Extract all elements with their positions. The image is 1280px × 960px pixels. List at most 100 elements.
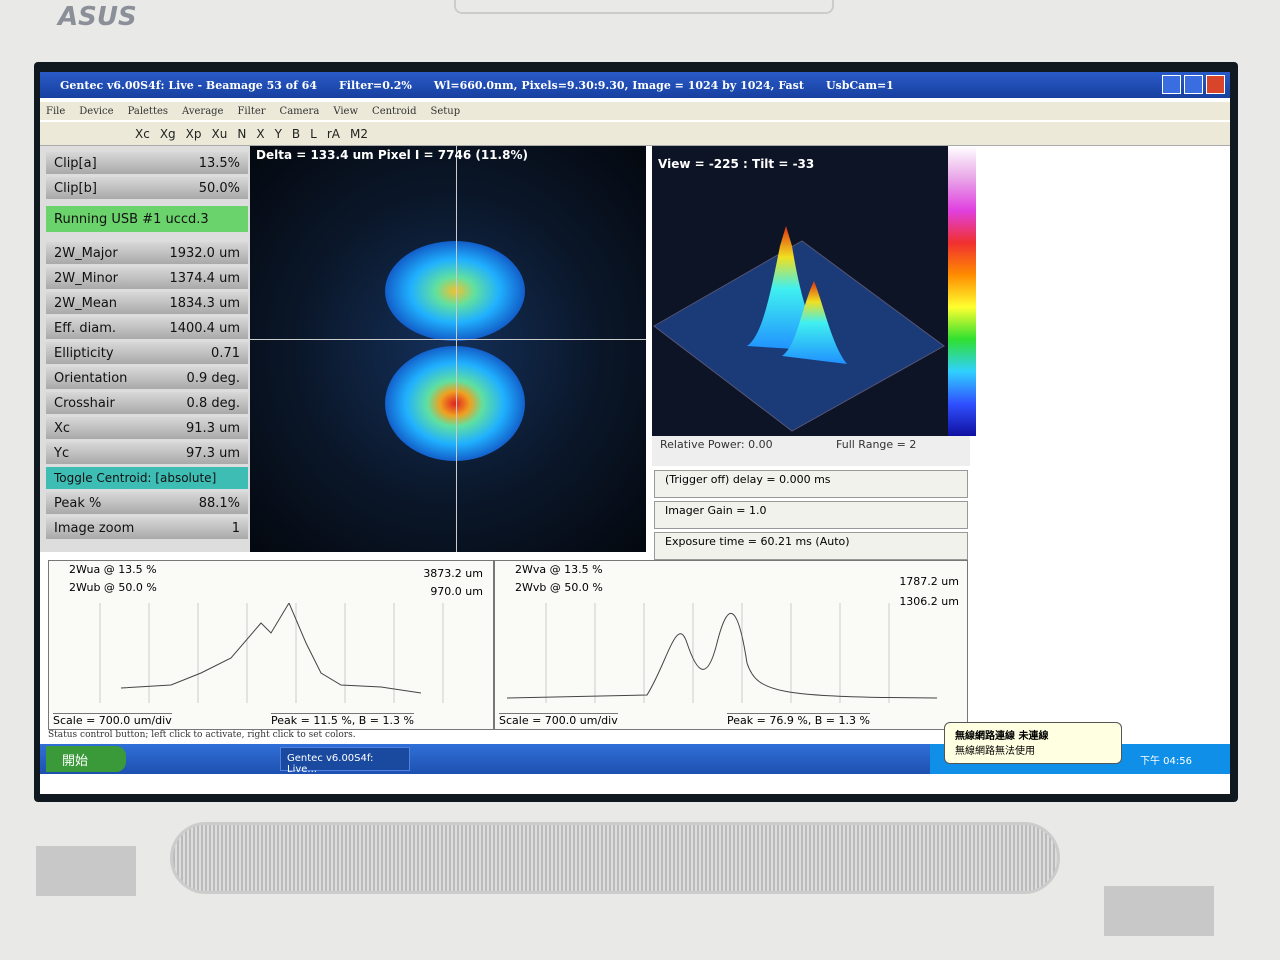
- tool-button[interactable]: L: [310, 126, 317, 141]
- tool-button[interactable]: B: [291, 126, 301, 141]
- crosshair: [456, 146, 457, 552]
- row-label: 2W_Major: [54, 245, 118, 261]
- beam-lobe: [385, 346, 525, 461]
- menu-item[interactable]: Average: [182, 105, 224, 117]
- title-text: Wl=660.0nm, Pixels=9.30:9.30, Image = 10…: [433, 78, 804, 92]
- notification-title: 無線網路連線 未連線: [955, 731, 1049, 742]
- row-label: 2W_Minor: [54, 270, 118, 286]
- menu-bar: File Device Palettes Average Filter Camera Vie…: [40, 102, 1230, 120]
- row-value: 1932.0 um: [169, 245, 240, 261]
- row-value: 50.0%: [198, 180, 240, 196]
- control-slider[interactable]: Exposure time = 60.21 ms (Auto): [654, 532, 968, 560]
- profile-label: 2Wua @ 13.5 %: [69, 563, 157, 576]
- row-label: Yc: [54, 445, 70, 461]
- result-row: Clip[a] 13.5%: [46, 152, 248, 174]
- profile-label: 2Wvb @ 50.0 %: [515, 581, 603, 594]
- tool-button[interactable]: Xp: [185, 126, 202, 141]
- profile-scale: Scale = 700.0 um/div: [499, 713, 618, 727]
- result-row: Clip[b] 50.0%: [46, 177, 248, 199]
- profile-peak: Peak = 11.5 %, B = 1.3 %: [271, 713, 414, 727]
- result-row: 2W_Minor 1374.4 um: [46, 267, 248, 289]
- notification[interactable]: 無線網路連線 未連線 無線網路無法使用: [944, 722, 1122, 764]
- close[interactable]: [1206, 75, 1225, 94]
- row-value: 0.8 deg.: [186, 395, 240, 411]
- window-buttons: [1162, 75, 1225, 94]
- row-label: Crosshair: [54, 395, 115, 411]
- view-overlay: View = -225 : Tilt = -33: [658, 157, 814, 171]
- title-bar: Gentec v6.00S4f: Live - Beamage 53 of 64…: [40, 72, 1230, 98]
- result-row: Peak % 88.1%: [46, 492, 248, 514]
- row-label: Clip[b]: [54, 180, 97, 196]
- row-value: 1374.4 um: [169, 270, 240, 286]
- title-text: Filter=0.2%: [338, 78, 412, 92]
- title-text: Gentec v6.00S4f: Live - Beamage 53 of 64: [60, 78, 317, 92]
- result-row: Yc 97.3 um: [46, 442, 248, 464]
- color-bar: [948, 146, 976, 436]
- profile-label: 2Wub @ 50.0 %: [69, 581, 157, 594]
- tool-button[interactable]: Xu: [211, 126, 228, 141]
- start-button[interactable]: 開始: [46, 746, 126, 772]
- row-value: 13.5%: [198, 155, 240, 171]
- tool-button[interactable]: N: [237, 126, 247, 141]
- minimize[interactable]: [1162, 75, 1181, 94]
- hinge: [36, 846, 136, 896]
- hinge: [1104, 886, 1214, 936]
- row-value: 1: [231, 520, 240, 536]
- app-window: Gentec v6.00S4f: Live - Beamage 53 of 64…: [40, 72, 1230, 794]
- menu-item[interactable]: Centroid: [372, 105, 417, 117]
- toggle-centroid[interactable]: Toggle Centroid: [absolute]: [46, 467, 248, 489]
- crosshair: [250, 339, 646, 340]
- tool-button[interactable]: rA: [326, 126, 340, 141]
- profile-panel: 2Wua @ 13.5 % 3873.2 um 2Wub @ 50.0 % 970.0…: [48, 560, 494, 730]
- webcam-bezel: [454, 0, 834, 14]
- row-label: Eff. diam.: [54, 320, 117, 336]
- row-value: 97.3 um: [186, 445, 240, 461]
- result-row: Eff. diam. 1400.4 um: [46, 317, 248, 339]
- row-value: 0.71: [211, 345, 240, 361]
- row-value: 0.9 deg.: [186, 370, 240, 386]
- run-status[interactable]: Running USB #1 uccd.3: [46, 206, 248, 232]
- results-panel: Clip[a] 13.5% Clip[b] 50.0% Running USB #1 u…: [40, 146, 250, 552]
- menu-item[interactable]: Device: [79, 105, 114, 117]
- tool-button[interactable]: X: [256, 126, 265, 141]
- menu-item[interactable]: View: [333, 105, 359, 117]
- menu-item[interactable]: File: [46, 105, 66, 117]
- menu-item[interactable]: Filter: [237, 105, 266, 117]
- status-bar: Status control button; left click to act…: [48, 730, 356, 740]
- result-row: Ellipticity 0.71: [46, 342, 248, 364]
- notification-body: 無線網路無法使用: [955, 746, 1035, 757]
- row-label: Image zoom: [54, 520, 135, 536]
- profile-label: 2Wva @ 13.5 %: [515, 563, 603, 576]
- control-slider[interactable]: (Trigger off) delay = 0.000 ms: [654, 470, 968, 498]
- profile-value: 1306.2 um: [899, 595, 959, 608]
- task-button[interactable]: Gentec v6.00S4f: Live...: [280, 747, 410, 775]
- profile-value: 970.0 um: [430, 585, 483, 598]
- tool-button[interactable]: Xc: [135, 126, 150, 141]
- tool-button[interactable]: Xg: [159, 126, 176, 141]
- 3d-peak: [782, 281, 847, 364]
- profile-panel: 2Wva @ 13.5 % 1787.2 um 2Wvb @ 50.0 % 1306.…: [494, 560, 968, 730]
- row-value: 91.3 um: [186, 420, 240, 436]
- result-row: Image zoom 1: [46, 517, 248, 539]
- beam-image: Delta = 133.4 um Pixel I = 7746 (11.8%): [250, 146, 646, 552]
- maximize[interactable]: [1184, 75, 1203, 94]
- profile-scale: Scale = 700.0 um/div: [53, 713, 172, 727]
- control-slider[interactable]: Imager Gain = 1.0: [654, 501, 968, 529]
- result-row: Crosshair 0.8 deg.: [46, 392, 248, 414]
- profile-value: 3873.2 um: [423, 567, 483, 580]
- logo: ASUS: [58, 2, 137, 32]
- tool-button[interactable]: M2: [349, 126, 368, 141]
- menu-item[interactable]: Setup: [430, 105, 461, 117]
- full-range: Full Range = 2: [836, 438, 917, 451]
- profile-trace: [99, 603, 444, 703]
- row-label: Clip[a]: [54, 155, 97, 171]
- tool-button[interactable]: Y: [274, 126, 282, 141]
- row-label: Ellipticity: [54, 345, 114, 361]
- row-label: Peak %: [54, 495, 102, 511]
- menu-item[interactable]: Palettes: [127, 105, 169, 117]
- row-value: 1834.3 um: [169, 295, 240, 311]
- image-overlay: Delta = 133.4 um Pixel I = 7746 (11.8%): [256, 148, 528, 162]
- power-bar: Relative Power: 0.00 Full Range = 2: [652, 436, 970, 466]
- menu-item[interactable]: Camera: [279, 105, 320, 117]
